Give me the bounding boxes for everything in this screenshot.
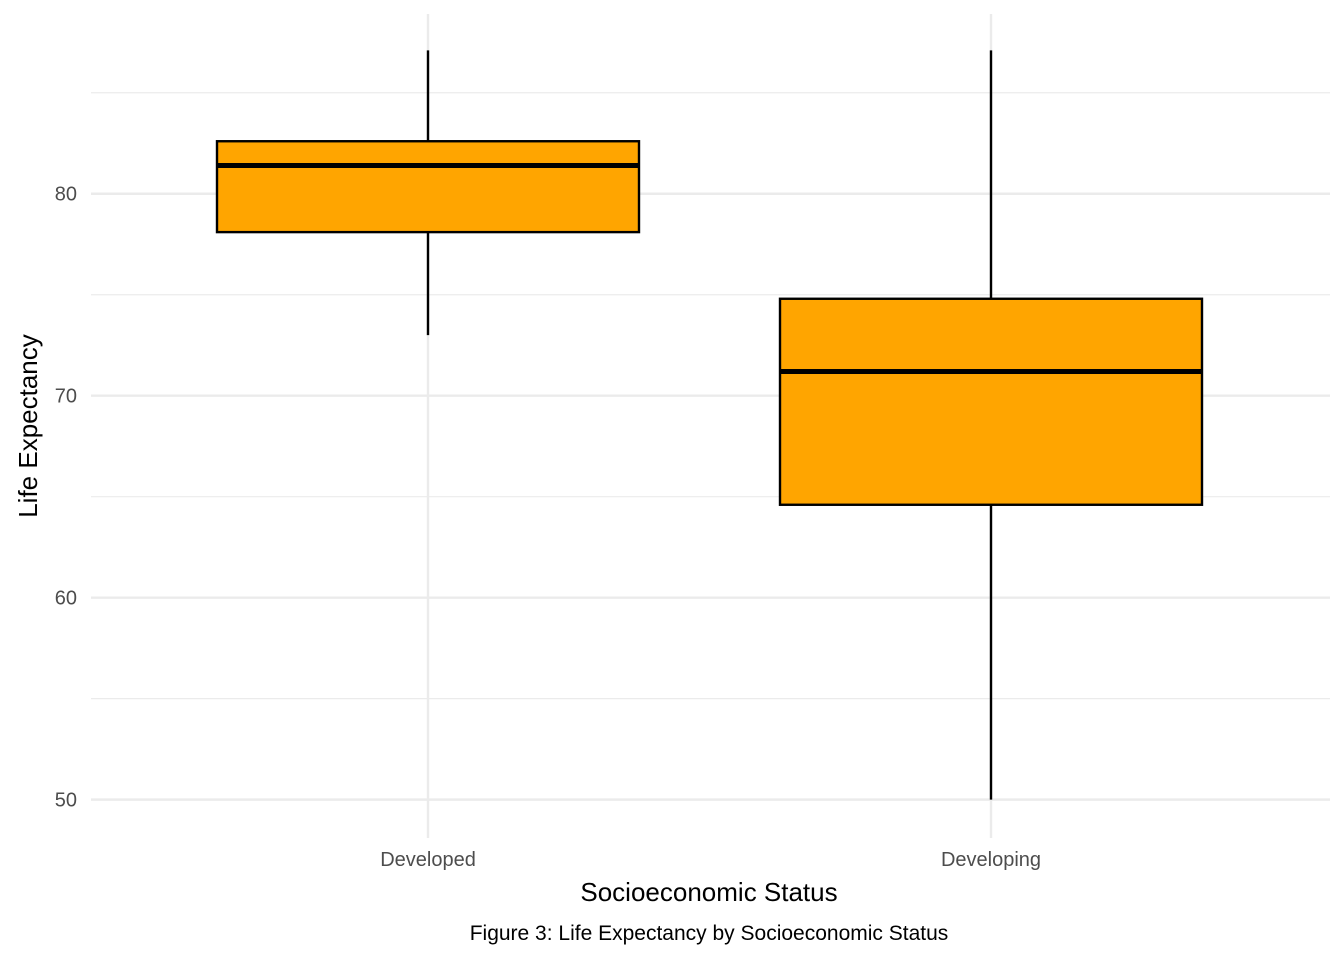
y-tick-label: 80	[55, 184, 77, 206]
y-tick-label: 70	[55, 386, 77, 408]
x-tick-label: Developing	[941, 849, 1041, 871]
y-tick-label: 50	[55, 790, 77, 812]
iqr-box	[778, 297, 1204, 506]
iqr-box	[215, 140, 641, 234]
box-developing	[778, 50, 1204, 800]
figure-caption: Figure 3: Life Expectancy by Socioeconom…	[470, 922, 949, 945]
box-developed	[215, 50, 641, 336]
tick-labels: 50 60 70 80 Developed Developing	[55, 184, 1041, 871]
x-tick-label: Developed	[380, 849, 476, 871]
y-tick-label: 60	[55, 588, 77, 610]
x-axis-title: Socioeconomic Status	[580, 877, 837, 907]
boxes	[215, 50, 1204, 800]
y-axis-title: Life Expectancy	[13, 334, 43, 518]
